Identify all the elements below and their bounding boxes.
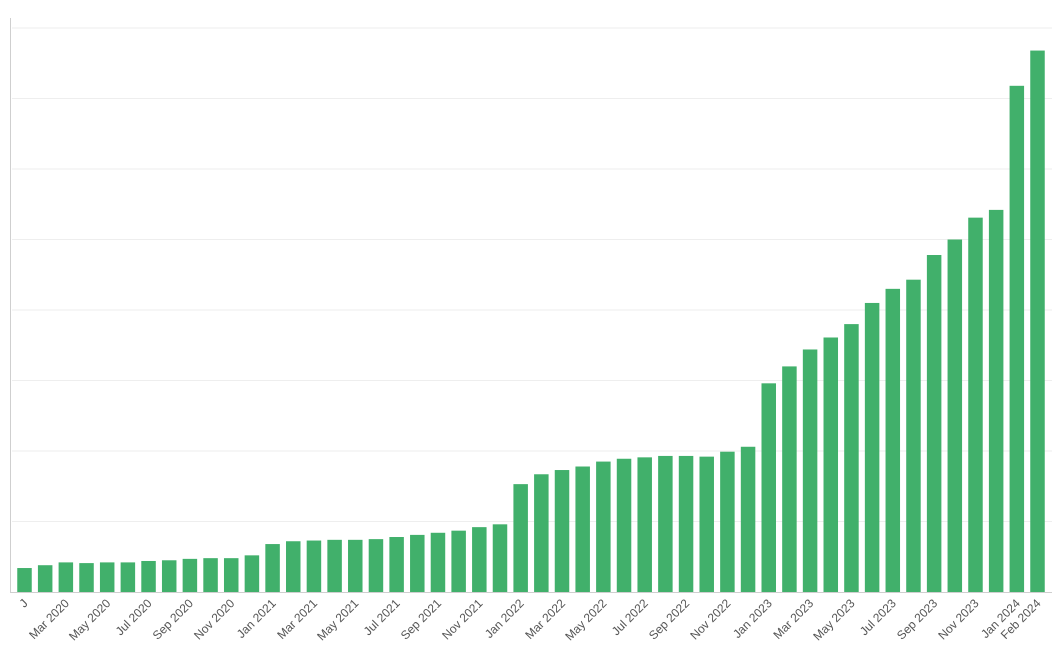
x-tick-label: Nov 2021	[439, 596, 485, 642]
bar-jul-2022	[637, 457, 652, 592]
bar-aug-2022	[658, 455, 673, 592]
bar-oct-2021	[451, 530, 466, 592]
bar-mar-2021	[306, 540, 322, 592]
bar-mar-2020	[58, 562, 74, 592]
x-tick-label: Nov 2022	[687, 596, 733, 642]
x-tick-label: Nov 2023	[935, 596, 981, 642]
x-tick-label: Mar 2023	[770, 596, 816, 642]
bar-jun-2022	[616, 458, 632, 592]
x-tick-label: Sep 2022	[646, 596, 692, 642]
bar-mar-2023	[802, 349, 818, 592]
bar-sep-2023	[926, 255, 942, 592]
x-tick-label: Sep 2023	[894, 596, 940, 642]
bar-dec-2022	[740, 446, 756, 592]
x-tick-label: Jul 2022	[609, 596, 651, 638]
bar-jan-2020	[17, 568, 32, 592]
bar-dec-2020	[244, 555, 260, 592]
bar-dec-2023	[988, 209, 1004, 592]
bar-apr-2022	[575, 466, 590, 592]
x-tick-label: Sep 2021	[398, 596, 444, 642]
bar-jun-2020	[120, 562, 136, 592]
bar-oct-2023	[947, 239, 963, 592]
bar-may-2022	[596, 461, 611, 592]
bar-jan-2023	[761, 383, 776, 592]
axes	[10, 18, 1052, 593]
bar-nov-2022	[720, 451, 735, 592]
x-tick-label: Mar 2022	[522, 596, 568, 642]
bar-feb-2020	[37, 565, 53, 592]
bar-feb-2023	[782, 366, 797, 592]
bar-may-2023	[844, 324, 859, 592]
bar-aug-2021	[410, 534, 425, 592]
bar-jul-2020	[141, 560, 156, 592]
x-tick-label: May 2021	[314, 596, 361, 643]
bar-sep-2021	[430, 532, 446, 592]
bar-jul-2021	[389, 537, 404, 592]
x-tick-label: Jul 2020	[113, 596, 155, 638]
bar-sep-2022	[678, 455, 694, 592]
x-tick-label: Mar 2020	[26, 596, 72, 642]
bar-feb-2022	[534, 474, 549, 592]
bar-nov-2020	[223, 558, 239, 592]
x-tick-label: May 2020	[66, 596, 113, 643]
bar-jun-2021	[368, 539, 384, 592]
bar-oct-2020	[203, 558, 218, 592]
bar-aug-2020	[161, 560, 177, 592]
bar-apr-2023	[823, 337, 839, 592]
bar-jan-2022	[513, 484, 528, 592]
bar-jan-2024	[1009, 85, 1025, 592]
bar-nov-2021	[472, 527, 487, 592]
x-tick-label: Nov 2020	[191, 596, 237, 642]
bars	[17, 50, 1045, 593]
x-tick-label: Mar 2021	[274, 596, 320, 642]
x-tick-label: Jan 2022	[482, 596, 527, 641]
bar-dec-2021	[492, 524, 508, 592]
x-tick-label: Jul 2021	[361, 596, 403, 638]
bar-oct-2022	[699, 456, 714, 592]
x-tick-label: Jan 2021	[234, 596, 279, 641]
x-tick-label: May 2023	[810, 596, 857, 643]
bar-may-2020	[99, 562, 115, 592]
bar-feb-2021	[286, 541, 301, 592]
x-tick-label: Sep 2020	[150, 596, 196, 642]
bar-aug-2023	[906, 279, 921, 592]
bar-mar-2022	[554, 470, 570, 592]
bar-nov-2023	[968, 217, 983, 592]
x-tick-label: May 2022	[562, 596, 609, 643]
bar-feb-2024	[1030, 50, 1045, 593]
bar-sep-2020	[182, 558, 198, 592]
bar-apr-2021	[327, 539, 342, 592]
bar-jan-2021	[265, 544, 280, 592]
x-tick-label: Jan 2023	[730, 596, 775, 641]
bar-may-2021	[348, 539, 363, 592]
x-tick-label: J	[16, 596, 30, 610]
bar-jul-2023	[885, 288, 901, 592]
x-tick-label: Jul 2023	[857, 596, 899, 638]
gridlines	[12, 27, 1052, 522]
bar-jun-2023	[864, 302, 880, 592]
bar-apr-2020	[79, 563, 94, 592]
